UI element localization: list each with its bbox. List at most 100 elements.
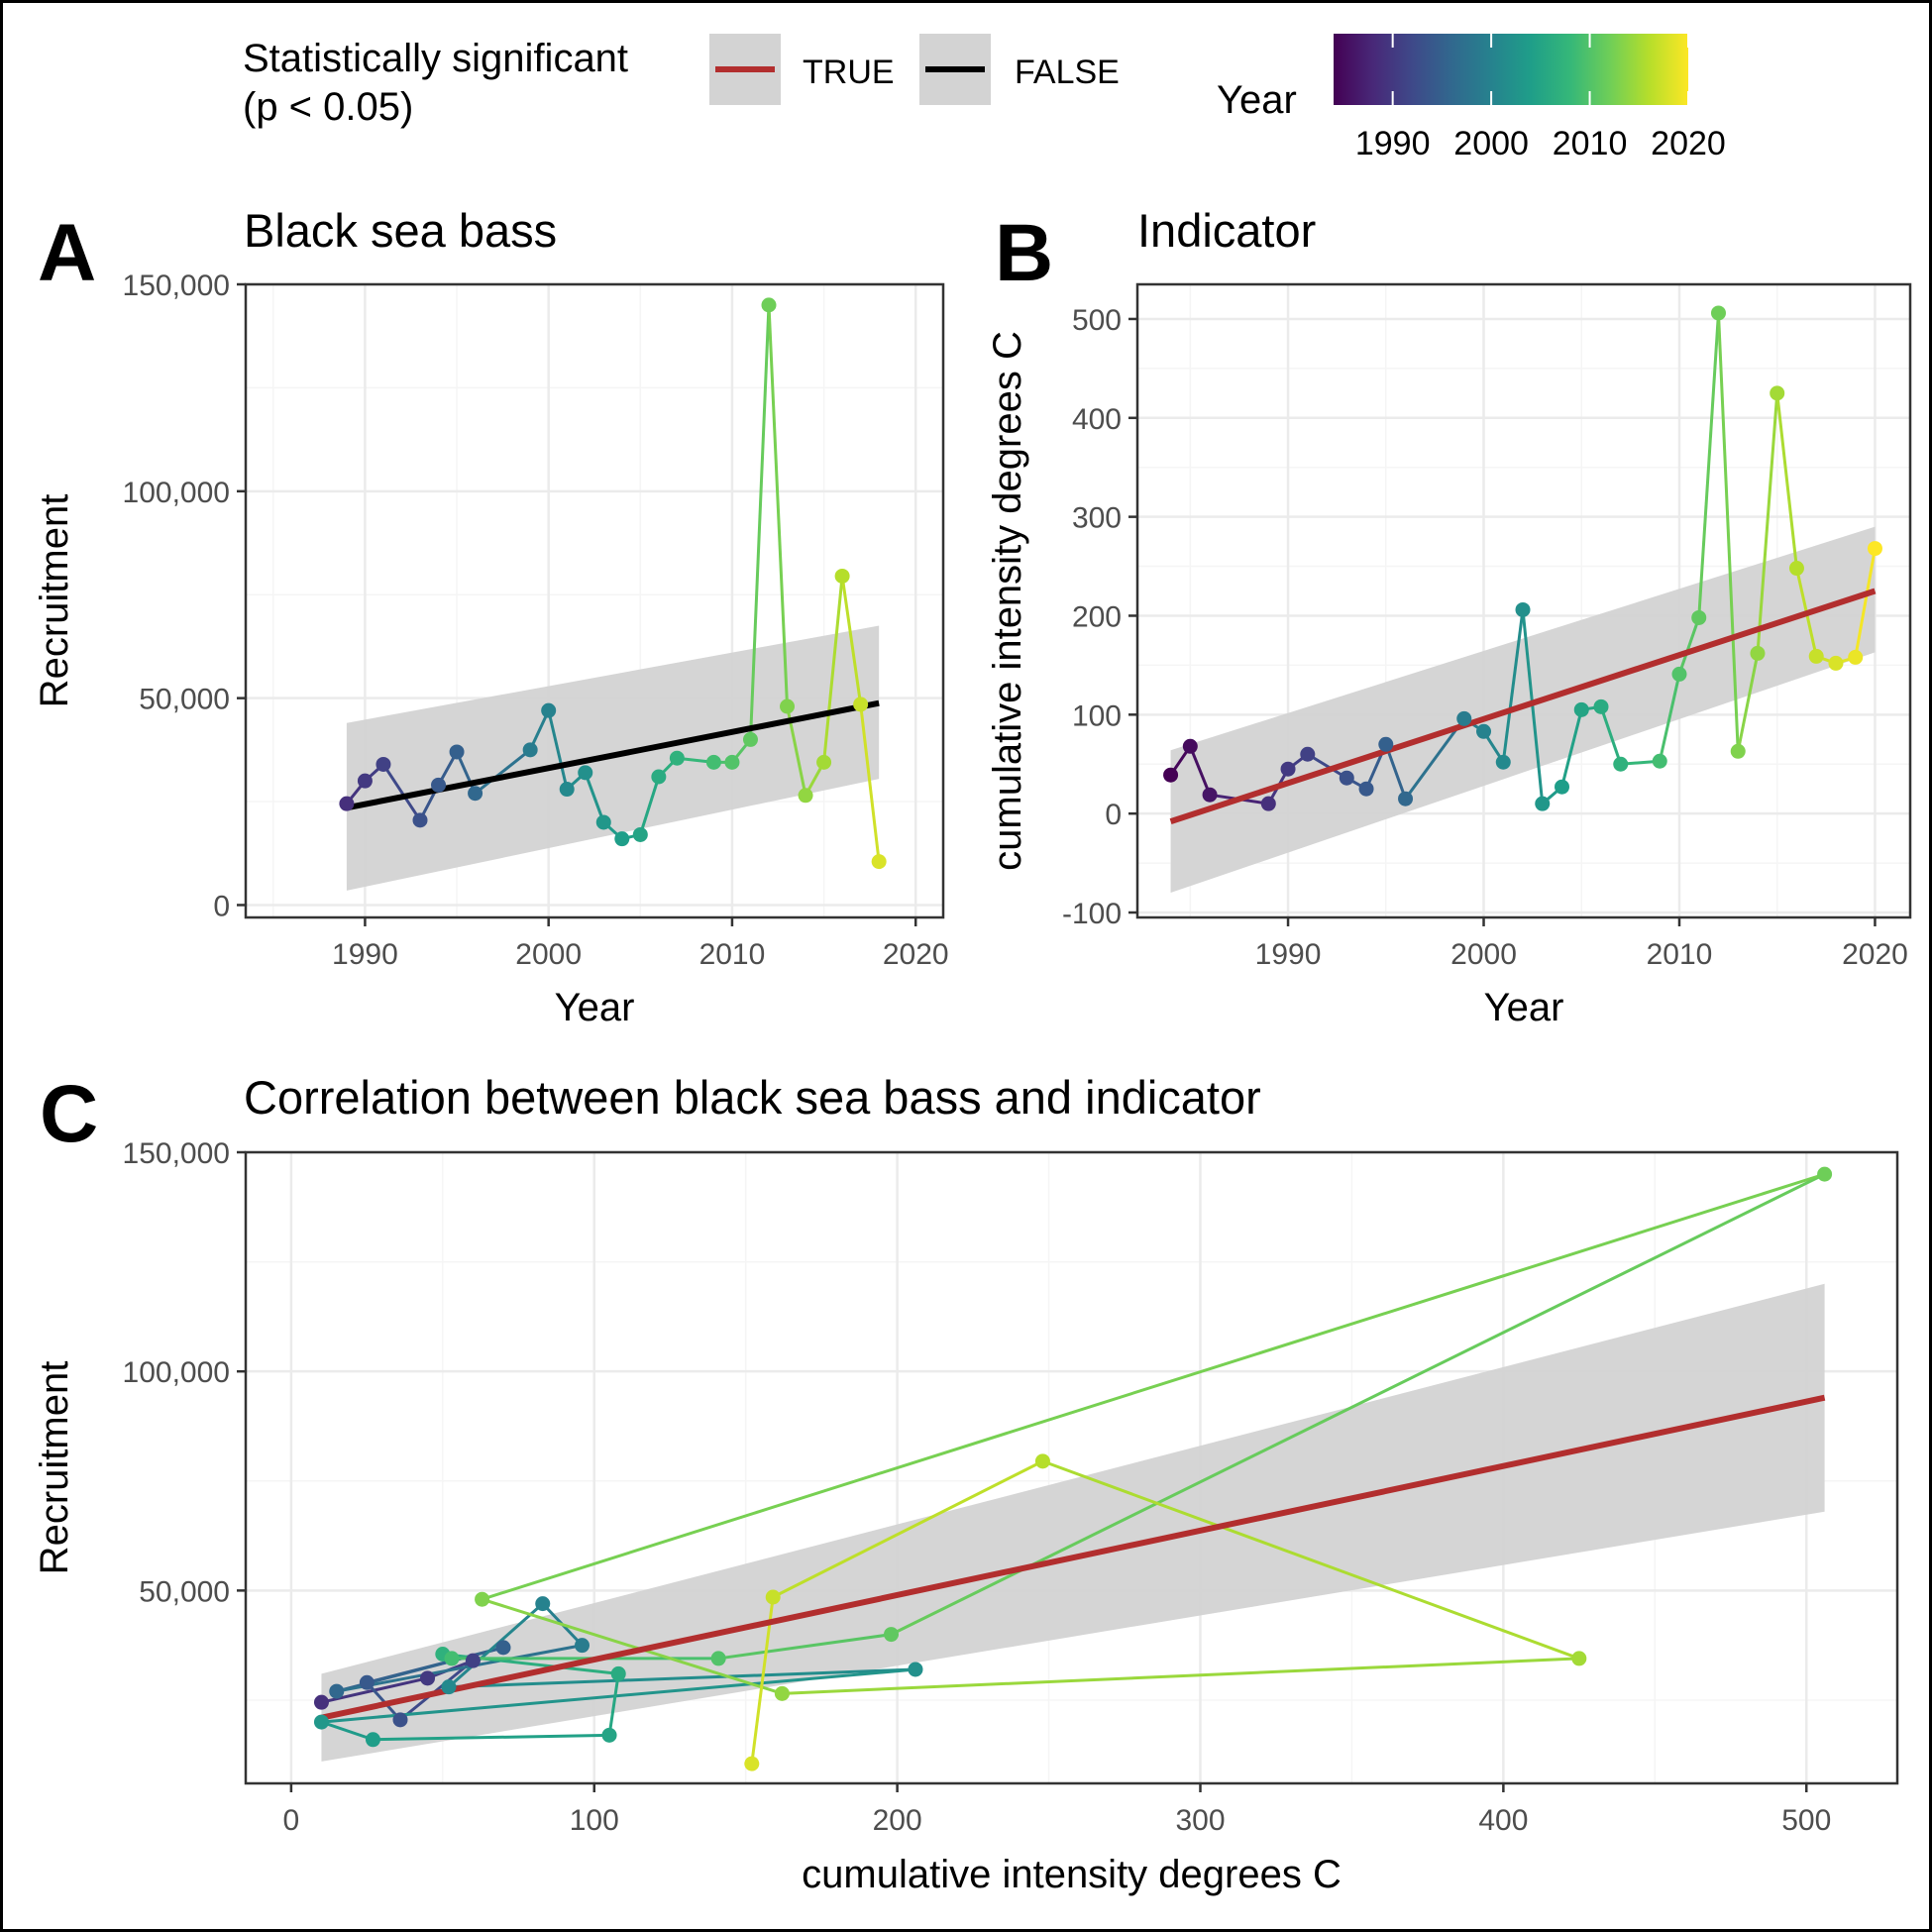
panel-a-black-sea-bass: 1990 2000 2010 2020 0 50,000 100,000 150,000 Yea… [33,269,949,1029]
series-segment [474,748,532,795]
series-segment [447,1602,544,1688]
panel-border [1135,282,1912,919]
series-segment [1854,548,1877,658]
panel-tag-c: C [40,1069,98,1159]
data-point [1848,649,1864,665]
panel-b-title: Indicator [1137,204,1316,257]
data-point [431,777,447,793]
data-point [1808,648,1824,664]
legend-label-true: TRUE [803,54,895,91]
y-tick-label: 300 [1072,502,1122,535]
data-point [853,697,869,712]
x-tick-label: 500 [1781,1804,1831,1837]
y-axis-title: Recruitment [33,494,76,708]
data-point [1378,736,1394,752]
data-point [742,731,758,747]
data-point [1555,779,1570,795]
data-point [465,1653,481,1668]
y-axis-title: Recruitment [33,1361,76,1575]
colorbar-tick-label: 2010 [1553,125,1628,162]
panel-border [244,1150,1899,1785]
data-point [359,1674,375,1690]
data-point [1358,781,1374,797]
x-tick-label: 1990 [1255,938,1322,971]
data-point [420,1670,436,1686]
data-point [1260,796,1276,811]
series-segment [748,304,771,740]
x-tick-label: 2020 [1842,938,1908,971]
x-axis-title: cumulative intensity degrees C [802,1853,1342,1896]
colorbar-gradient [1334,34,1688,105]
data-point [339,796,355,811]
series-segment [482,1172,1826,1601]
data-point [475,1591,490,1607]
data-point [468,786,483,802]
x-tick-label: 1990 [332,938,398,971]
series-segment [1716,312,1740,752]
series-segment [1404,717,1465,801]
data-point [559,782,575,798]
x-tick-label: 400 [1478,1804,1528,1837]
legend: Statistically significant (p < 0.05) TRU… [243,34,1726,162]
panel-border [244,282,945,919]
colorbar-tick-label: 2020 [1651,125,1726,162]
colorbar-tick-label: 1990 [1355,125,1431,162]
data-point [1593,698,1609,714]
data-point [412,812,428,828]
y-tick-label: 100 [1072,699,1122,732]
y-tick-label: 200 [1072,600,1122,633]
colorbar-title: Year [1217,78,1297,122]
x-tick-label: 200 [873,1804,922,1837]
data-point [632,826,648,842]
data-point [765,1589,781,1605]
data-point [357,773,373,789]
y-axis-title: cumulative intensity degrees C [986,331,1029,871]
data-point [834,568,850,584]
data-point [1867,541,1882,557]
data-point [816,754,832,770]
regression-line [320,1394,1826,1721]
series-segment [1736,653,1760,752]
series-segment [482,1597,783,1695]
series-segment [1658,674,1681,762]
series-segment [1521,609,1545,805]
y-tick-label: 0 [1105,799,1122,831]
colorbar-tick-label: 2000 [1453,125,1529,162]
panel-tag-b: B [995,208,1053,298]
series-segment [638,776,661,835]
panel-a-title: Black sea bass [244,204,557,257]
series-segment [321,1667,916,1724]
x-axis-title: Year [555,986,635,1029]
data-point [601,1727,617,1743]
x-axis-title: Year [1484,986,1564,1029]
data-point [1163,767,1179,783]
data-point [449,744,465,760]
data-point [761,297,777,313]
data-point [774,1685,790,1701]
data-point [1571,1651,1587,1666]
series-segment [320,1720,374,1742]
series-segment [366,1681,402,1721]
data-point [1652,753,1667,769]
data-point [541,702,557,718]
series-segment [1677,616,1701,675]
y-tick-label: 150,000 [123,269,230,302]
confidence-band [321,1283,1825,1762]
data-point [441,1679,457,1695]
series-segment [448,1667,916,1689]
x-tick-label: 2020 [883,938,949,971]
y-tick-label: 50,000 [139,684,230,716]
data-point [365,1732,380,1748]
data-point [1034,1453,1050,1469]
data-point [724,754,740,770]
data-point [610,1665,626,1681]
data-point [535,1596,551,1612]
y-tick-label: 150,000 [123,1137,230,1170]
series-segment [1697,312,1720,618]
data-point [313,1714,329,1730]
data-point [1398,791,1414,806]
series-segment [767,304,790,707]
data-point [1300,746,1316,762]
series-segment [822,576,844,763]
data-point [1456,710,1472,726]
